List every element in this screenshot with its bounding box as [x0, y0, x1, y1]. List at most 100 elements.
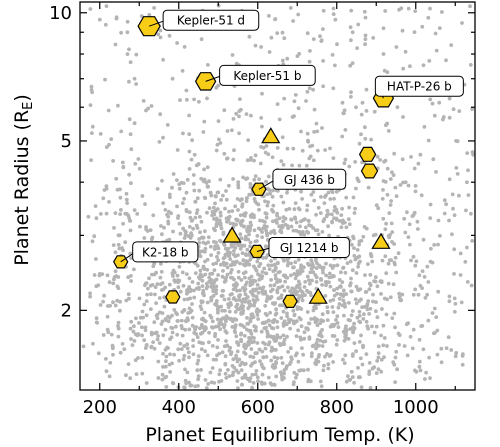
background-point [218, 177, 223, 182]
background-point [116, 275, 121, 279]
background-point [118, 299, 122, 304]
background-point [307, 337, 312, 341]
background-point [297, 368, 302, 373]
background-point [89, 84, 94, 89]
background-point [356, 261, 361, 266]
background-point [181, 357, 186, 362]
background-point [331, 6, 336, 11]
background-point [327, 280, 331, 285]
background-point [266, 174, 271, 179]
background-point [241, 175, 246, 180]
background-point [371, 292, 375, 297]
background-point [104, 211, 109, 216]
background-point [292, 272, 297, 276]
background-point [344, 292, 349, 296]
background-point [266, 200, 270, 205]
background-point [347, 222, 352, 227]
background-point [238, 322, 243, 327]
background-point [460, 21, 464, 25]
background-point [402, 216, 407, 221]
background-point [375, 359, 380, 363]
background-point [447, 218, 451, 223]
background-point [360, 362, 365, 367]
background-point [306, 218, 311, 223]
background-point [107, 280, 112, 285]
background-point [160, 372, 165, 377]
background-point [300, 298, 305, 303]
background-point [439, 346, 444, 351]
background-point [333, 63, 337, 68]
background-point [332, 196, 336, 201]
background-point [309, 317, 314, 321]
background-point [220, 308, 225, 313]
background-point [434, 48, 439, 53]
background-point [447, 299, 452, 304]
background-point [442, 211, 447, 216]
background-point [333, 17, 338, 22]
background-point [418, 368, 423, 373]
background-point [370, 259, 375, 264]
background-point [168, 195, 172, 200]
background-point [339, 270, 343, 275]
background-point [265, 231, 269, 236]
background-point [151, 340, 156, 344]
background-point [357, 313, 362, 318]
background-point [373, 232, 378, 237]
background-point [470, 107, 474, 111]
background-point [195, 196, 200, 201]
background-point [142, 338, 147, 343]
background-point [218, 327, 223, 332]
background-point [309, 258, 314, 263]
y-axis-title-end: ) [11, 94, 33, 101]
background-point [127, 47, 131, 52]
background-point [294, 319, 299, 324]
background-point [311, 343, 316, 348]
background-point [160, 232, 164, 237]
background-point [202, 119, 207, 124]
background-point [348, 63, 353, 68]
background-point [355, 46, 359, 50]
background-point [314, 212, 318, 217]
background-point [350, 30, 355, 35]
callout-box [272, 168, 347, 190]
background-point [142, 236, 147, 240]
background-point [260, 349, 265, 354]
background-point [251, 293, 256, 298]
background-point [307, 321, 312, 326]
background-point [279, 316, 284, 320]
background-point [451, 107, 456, 112]
background-point [288, 326, 292, 331]
background-point [251, 355, 256, 360]
background-point [323, 294, 328, 298]
background-point [390, 316, 395, 320]
background-point [385, 121, 389, 126]
background-point [277, 296, 282, 300]
background-point [223, 308, 227, 313]
background-point [174, 311, 178, 315]
background-point [432, 306, 437, 311]
background-point [181, 226, 186, 231]
background-point [349, 289, 354, 294]
background-point [289, 261, 293, 266]
background-point [269, 326, 274, 330]
background-point [316, 205, 321, 210]
background-point [435, 352, 440, 357]
background-point [428, 216, 433, 221]
background-point [219, 262, 223, 267]
background-point [428, 6, 432, 11]
background-point [180, 310, 185, 314]
background-point [230, 373, 235, 378]
background-point [257, 347, 262, 352]
background-point [164, 374, 169, 379]
background-point [340, 280, 345, 284]
background-point [426, 138, 431, 143]
background-point [164, 359, 168, 364]
background-point [338, 284, 343, 289]
background-point [233, 310, 238, 314]
background-point [149, 292, 153, 297]
background-point [94, 257, 98, 261]
background-point [293, 260, 298, 265]
background-point [299, 263, 303, 268]
background-point [337, 302, 342, 306]
background-point [106, 304, 110, 308]
